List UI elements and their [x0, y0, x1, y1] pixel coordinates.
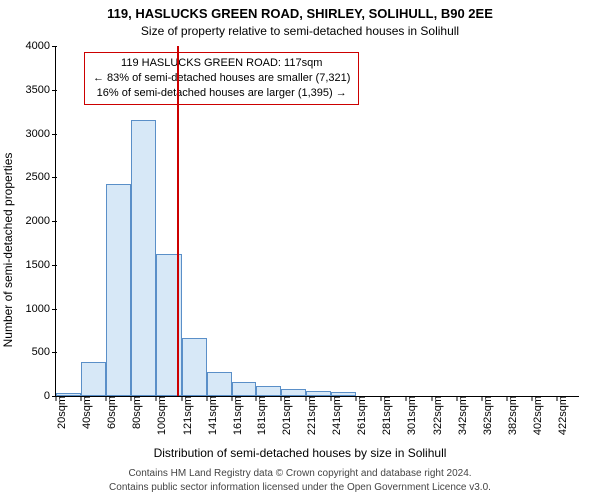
y-tick: 2500 — [26, 171, 56, 183]
y-tick: 500 — [32, 346, 56, 358]
annotation-line-3: 16% of semi-detached houses are larger (… — [93, 86, 350, 101]
x-tick-label: 201sqm — [277, 396, 293, 435]
histogram-bar — [56, 393, 81, 397]
x-tick-label: 402sqm — [528, 396, 544, 435]
x-tick-label: 100sqm — [152, 396, 168, 435]
y-tick: 4000 — [26, 40, 56, 52]
histogram-bar — [182, 338, 207, 396]
chart-subtitle: Size of property relative to semi-detach… — [0, 24, 600, 38]
footer-line-1: Contains HM Land Registry data © Crown c… — [0, 468, 600, 479]
x-tick-label: 241sqm — [327, 396, 343, 435]
x-axis-label: Distribution of semi-detached houses by … — [0, 446, 600, 460]
x-tick-label: 301sqm — [402, 396, 418, 435]
x-tick-label: 382sqm — [503, 396, 519, 435]
x-tick-label: 362sqm — [478, 396, 494, 435]
y-tick: 2000 — [26, 215, 56, 227]
annotation-line-2: ← 83% of semi-detached houses are smalle… — [93, 71, 350, 86]
reference-line — [177, 46, 179, 396]
x-tick-label: 161sqm — [228, 396, 244, 435]
x-tick-label: 322sqm — [428, 396, 444, 435]
histogram-bar — [306, 391, 331, 396]
x-tick-label: 141sqm — [203, 396, 219, 435]
x-tick-label: 121sqm — [178, 396, 194, 435]
y-tick: 3000 — [26, 128, 56, 140]
y-tick: 1500 — [26, 259, 56, 271]
x-tick-label: 80sqm — [127, 396, 143, 429]
y-tick: 1000 — [26, 303, 56, 315]
x-tick-label: 40sqm — [77, 396, 93, 429]
y-tick: 3500 — [26, 84, 56, 96]
x-tick-label: 261sqm — [352, 396, 368, 435]
histogram-bar — [106, 184, 131, 396]
annotation-line-1: 119 HASLUCKS GREEN ROAD: 117sqm — [93, 56, 350, 71]
x-tick-label: 281sqm — [377, 396, 393, 435]
plot-area: 119 HASLUCKS GREEN ROAD: 117sqm ← 83% of… — [55, 46, 579, 397]
x-tick-label: 20sqm — [52, 396, 68, 429]
histogram-bar — [256, 386, 281, 396]
chart-title: 119, HASLUCKS GREEN ROAD, SHIRLEY, SOLIH… — [0, 6, 600, 21]
annotation-box: 119 HASLUCKS GREEN ROAD: 117sqm ← 83% of… — [84, 52, 359, 105]
footer-line-2: Contains public sector information licen… — [0, 482, 600, 493]
histogram-bar — [281, 389, 306, 396]
chart-container: 119, HASLUCKS GREEN ROAD, SHIRLEY, SOLIH… — [0, 0, 600, 500]
histogram-bar — [81, 362, 106, 396]
histogram-bar — [207, 372, 232, 396]
x-tick-label: 342sqm — [453, 396, 469, 435]
x-tick-label: 221sqm — [302, 396, 318, 435]
x-tick-label: 422sqm — [553, 396, 569, 435]
histogram-bar — [331, 392, 356, 396]
histogram-bar — [232, 382, 257, 396]
y-axis-label: Number of semi-detached properties — [1, 153, 15, 348]
histogram-bar — [131, 120, 156, 396]
x-tick-label: 60sqm — [102, 396, 118, 429]
x-tick-label: 181sqm — [252, 396, 268, 435]
